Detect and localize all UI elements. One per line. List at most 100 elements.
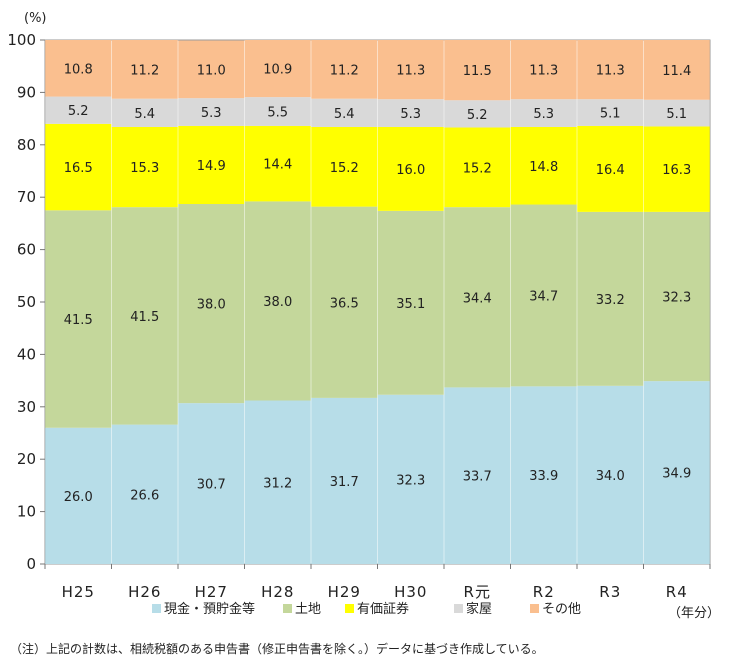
y-tick-label: 10 [17,503,36,521]
data-label: 11.3 [529,64,558,79]
data-label: 33.7 [463,470,492,485]
data-label: 14.4 [263,158,292,173]
data-label: 11.2 [330,63,359,78]
data-label: 11.2 [130,63,159,78]
y-tick-label: 70 [17,188,36,206]
legend-entry: 有価証券 [357,601,409,617]
data-label: 5.1 [666,107,687,122]
footnote: （注）上記の計数は、相続税額のある申告書（修正申告書を除く。）データに基づき作成… [10,642,544,656]
x-axis-unit-label: （年分） [668,606,720,621]
bar-segment [510,40,577,100]
data-label: 26.0 [64,490,93,505]
x-tick-label: H28 [261,583,294,601]
data-label: 32.3 [396,473,425,488]
data-label: 16.5 [64,161,93,176]
y-tick-label: 30 [17,398,36,416]
data-label: 5.3 [400,107,421,122]
bar-segment [311,126,378,207]
bar-segment [377,99,444,127]
data-label: 26.6 [130,488,159,503]
bar-segment [577,125,644,212]
bar-segment [377,394,444,564]
data-label: 16.4 [596,163,625,178]
bar-segment [444,100,511,128]
bar-segment [311,40,378,99]
x-tick-label: H25 [62,583,95,601]
data-label: 11.5 [463,64,492,79]
data-label: 14.9 [197,159,226,174]
data-label: 5.2 [68,104,89,119]
y-tick-label: 100 [7,31,36,49]
x-tick-label: H29 [328,583,361,601]
bar-segment [377,126,444,211]
y-tick-label: 80 [17,136,36,154]
data-label: 35.1 [396,297,425,312]
bar-segment [178,125,245,205]
bar-segment [643,126,710,212]
bar-segment [510,386,577,564]
data-label: 15.2 [463,161,492,176]
bar-segment [178,403,245,564]
legend-entry: 土地 [295,602,321,617]
bar-segment [311,206,378,398]
data-label: 38.0 [263,295,292,310]
data-label: 34.9 [662,467,691,482]
bar-segment [45,427,112,564]
data-label: 15.3 [130,161,159,176]
data-label: 5.3 [533,107,554,122]
y-tick-label: 0 [26,555,36,573]
bar-segment [444,40,511,101]
y-tick-label: 90 [17,83,36,101]
data-label: 5.2 [467,108,488,123]
bar-segment [45,210,112,428]
y-axis-unit-label: (%) [24,11,47,26]
x-tick-label: R元 [464,583,491,601]
bar-segment [244,125,311,202]
legend-swatch [454,604,463,613]
data-label: 11.0 [197,63,226,78]
legend-swatch [345,604,354,613]
data-label: 14.8 [529,160,558,175]
bar-segment [510,126,577,205]
data-label: 41.5 [64,313,93,328]
bar-segment [45,96,112,124]
bar-segment [643,40,710,100]
y-tick-label: 20 [17,450,36,468]
legend: 現金・預貯金等 土地 有価証券 家屋 その他 [152,601,581,617]
bar-segment [111,126,178,208]
data-label: 34.4 [463,291,492,306]
data-label: 11.4 [662,64,691,79]
bar-segment [111,40,178,99]
data-label: 15.2 [330,161,359,176]
data-label: 10.8 [64,62,93,77]
bar-segment [178,204,245,404]
data-label: 31.2 [263,476,292,491]
data-label: 5.3 [201,106,222,121]
x-tick-label: H30 [394,583,427,601]
bar-segment [577,385,644,564]
legend-entry: その他 [542,602,581,617]
bar-segment [45,123,112,211]
legend-entry: 現金・預貯金等 [164,601,255,617]
legend-entry: 家屋 [466,601,492,617]
bar-segment [244,40,311,98]
data-label: 34.7 [529,289,558,304]
data-label: 34.0 [596,469,625,484]
bar-segment [577,99,644,126]
legend-swatch [530,604,539,613]
data-label: 10.9 [263,63,292,78]
bar-segment [311,98,378,127]
bar-segment [244,201,311,401]
data-label: 32.3 [662,290,691,305]
bar-segment [444,207,511,388]
data-label: 11.3 [396,64,425,79]
bar-segment [311,397,378,564]
data-label: 16.3 [662,163,691,178]
data-label: 5.4 [134,107,155,122]
bar-segment [377,40,444,100]
bar-segment [111,98,178,127]
data-label: 31.7 [330,475,359,490]
bar-segment [577,211,644,386]
data-label: 5.1 [600,107,621,122]
